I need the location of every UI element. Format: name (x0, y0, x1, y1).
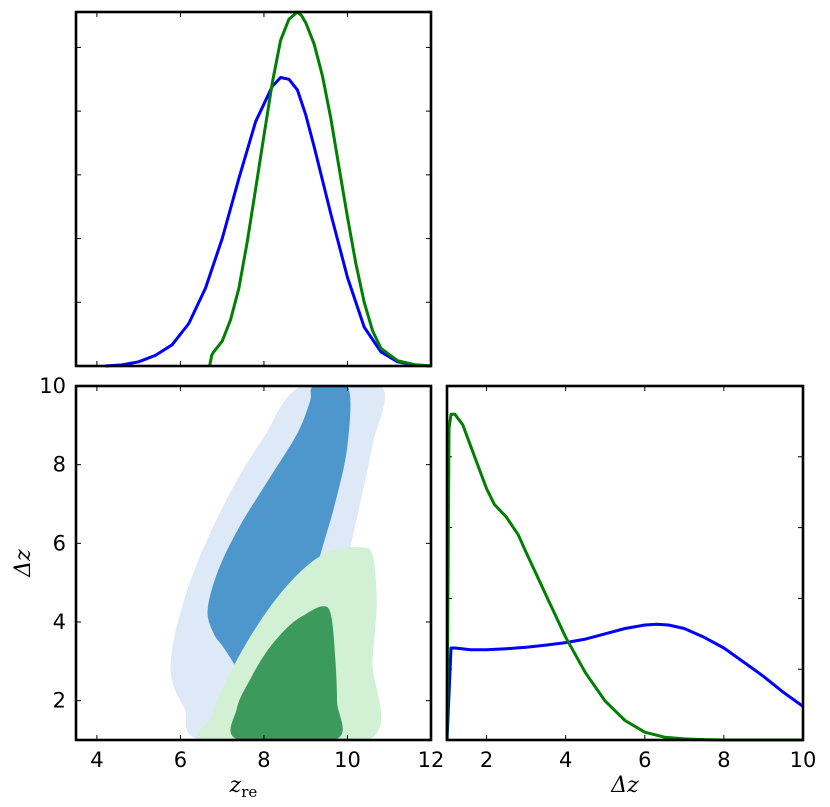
x-tick-label: 10 (334, 748, 361, 772)
x-axis-label: zre (229, 773, 258, 801)
x-tick-label: 8 (257, 748, 270, 772)
x-tick-label: 6 (174, 748, 187, 772)
x-tick-label: 12 (418, 748, 445, 772)
y-tick-label: 4 (53, 610, 66, 634)
joint-contour-panel: 4 6 8 10 12 2 4 6 8 10 zre Δz (11, 374, 444, 801)
contour-region-inner (207, 386, 351, 702)
x-tick-label: 2 (480, 748, 493, 772)
blue-zre-curve (105, 76, 432, 368)
deltaz-marginal-panel: 2 4 6 8 10 Δz (445, 384, 817, 798)
green-deltaz-curve (445, 412, 803, 742)
x-axis-label: Δz (610, 773, 639, 798)
panel-frame (74, 10, 433, 368)
y-tick-label: 10 (39, 374, 66, 398)
green-zre-curve (208, 10, 432, 368)
y-tick-label: 2 (53, 689, 66, 713)
y-tick-label: 8 (53, 453, 66, 477)
y-axis-label: Δz (11, 549, 36, 578)
contour-region-inner (230, 606, 343, 740)
blue-deltaz-curve (445, 622, 804, 741)
y-tick-label: 6 (53, 531, 66, 555)
x-tick-label: 4 (90, 748, 103, 772)
x-tick-label: 6 (638, 748, 651, 772)
panel-frame (74, 384, 433, 742)
panel-frame (445, 384, 805, 742)
x-tick-label: 10 (790, 748, 817, 772)
zre-marginal-panel (74, 10, 433, 368)
x-tick-label: 8 (717, 748, 730, 772)
x-tick-label: 4 (559, 748, 572, 772)
